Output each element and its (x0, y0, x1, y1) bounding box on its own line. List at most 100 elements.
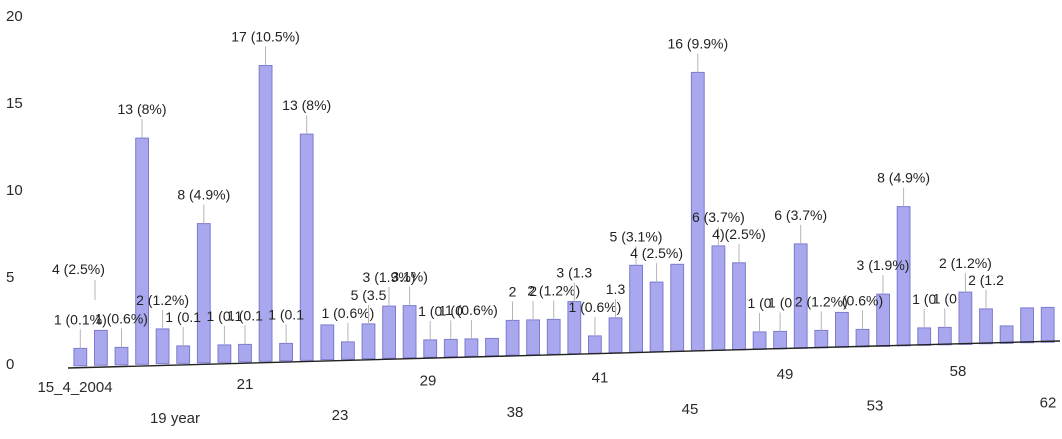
bar (505, 319, 520, 356)
bar (649, 281, 664, 353)
x-axis-ticks: 15_4_2004 21 29 41 49 58 19 year 23 38 45 53 62 (37, 363, 1056, 427)
y-axis-ticks: 0 5 10 15 20 (6, 8, 23, 373)
bar (855, 328, 870, 348)
data-label: 2 (1.2%) (136, 292, 189, 308)
bar (732, 262, 746, 351)
x-tick-label: 21 (237, 376, 254, 393)
data-label: 13 (8%) (117, 101, 166, 117)
data-label: 2 (529, 283, 537, 299)
bar (711, 245, 726, 351)
data-label: 3.1%) (391, 269, 428, 285)
bar (402, 305, 417, 359)
x-axis-line (67, 340, 1061, 369)
data-label: 2 (509, 283, 517, 299)
data-label: 6 (3.7%) (692, 209, 745, 225)
data-label: 8 (4.9%) (877, 170, 930, 186)
data-label: 4 (2.5%) (630, 245, 683, 261)
y-tick-label: 5 (6, 269, 14, 286)
data-label: 1 (0 (747, 295, 771, 311)
data-label: 1 (0.6%) (95, 310, 148, 326)
x-tick-label: 45 (682, 401, 699, 418)
data-label: 1 (0 (418, 303, 442, 319)
x-tick-label: 58 (950, 363, 967, 380)
data-label: 3 (1.3 (556, 265, 592, 281)
data-label: 4 (2.5%) (52, 261, 105, 277)
bar (608, 317, 623, 354)
data-label: 1 (0.1%) (54, 311, 107, 327)
y-tick-label: 0 (6, 356, 14, 373)
bar (958, 291, 973, 345)
bar (937, 326, 952, 346)
data-label: 3 (1.9%) (363, 269, 416, 285)
x-tick-label: 15_4_2004 (37, 379, 112, 396)
data-label: 1 (0 (933, 290, 957, 306)
bar (361, 323, 376, 360)
bar (238, 343, 252, 363)
bar (629, 264, 644, 353)
bar (917, 327, 932, 346)
bar (155, 328, 170, 365)
bar (135, 137, 149, 365)
data-label: 1 (0.1 (206, 308, 242, 324)
y-tick-label: 15 (6, 95, 23, 112)
data-label: 13 (8%) (282, 97, 331, 113)
bar (835, 311, 849, 348)
bar (546, 318, 561, 355)
data-label: 1 (0.6%) (445, 302, 498, 318)
bar (814, 329, 829, 349)
data-label: 16 (9.9%) (667, 35, 728, 51)
data-label: 2 (1.2 (968, 272, 1004, 288)
data-label: 1 (0.1 (227, 307, 263, 323)
data-label: 2 (1.2%) (527, 282, 580, 298)
data-label: 17 (10.5%) (231, 29, 299, 45)
bar (526, 319, 541, 356)
data-label: 1.3 (606, 281, 626, 297)
x-tick-label: 29 (420, 373, 437, 390)
x-tick-label: 38 (507, 404, 524, 421)
data-label: 2 (1.2%) (795, 293, 848, 309)
bar (341, 341, 355, 360)
bar (176, 345, 191, 364)
data-label: 5 (3.1%) (610, 228, 663, 244)
bar (196, 223, 211, 364)
data-label: 1 (0 (768, 294, 792, 310)
data-label: 1 (0.6%) (568, 299, 621, 315)
bar (320, 324, 335, 361)
bar (114, 346, 129, 366)
bar (752, 331, 767, 350)
data-label: 2 (1.2%) (939, 255, 992, 271)
x-tick-label: 62 (1040, 394, 1057, 411)
bar (1040, 306, 1055, 343)
bar (999, 325, 1014, 344)
data-label: 3 (1.9%) (857, 257, 910, 273)
bar (588, 335, 602, 354)
y-tick-label: 10 (6, 182, 23, 199)
bar (279, 342, 294, 362)
bar (1020, 307, 1035, 344)
bar (73, 347, 88, 367)
x-tick-label: 23 (332, 407, 349, 424)
data-label: 8 (4.9%) (177, 187, 230, 203)
data-label: 1 (0 (912, 291, 936, 307)
x-tick-label: 49 (777, 366, 794, 383)
data-label: 1 (0.1 (268, 306, 304, 322)
x-tick-label: 41 (592, 370, 609, 387)
data-label: (0.6%) (842, 292, 883, 308)
x-tick-label: 19 year (150, 410, 200, 427)
bar (382, 305, 397, 359)
data-labels: 1 (0.1%)1 (0.6%)13 (8%)2 (1.2%)1 (0.18 (… (52, 29, 1004, 349)
bar (773, 330, 788, 350)
bar (670, 263, 685, 352)
bar (464, 338, 479, 357)
bar (979, 308, 993, 345)
x-tick-label: 53 (867, 398, 884, 415)
bar (896, 206, 911, 347)
bar (443, 338, 458, 358)
data-label: 1 (0.6%) (321, 305, 374, 321)
bars (73, 65, 1055, 367)
bar (485, 337, 499, 357)
bar (423, 339, 438, 358)
y-tick-label: 20 (6, 8, 23, 25)
data-label: 4)(2.5%) (712, 226, 766, 242)
